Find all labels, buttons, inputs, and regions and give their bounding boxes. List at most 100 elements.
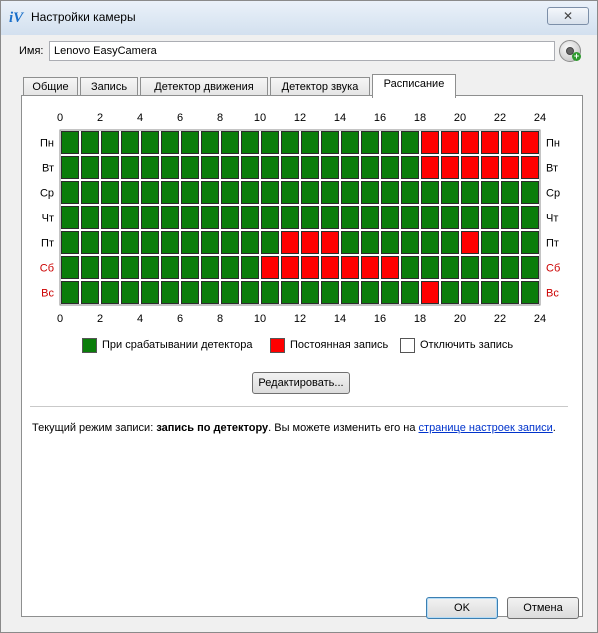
schedule-cell[interactable] — [181, 131, 199, 154]
schedule-cell[interactable] — [161, 156, 179, 179]
schedule-cell[interactable] — [281, 231, 299, 254]
schedule-cell[interactable] — [441, 181, 459, 204]
schedule-cell[interactable] — [361, 231, 379, 254]
schedule-cell[interactable] — [181, 206, 199, 229]
schedule-cell[interactable] — [281, 181, 299, 204]
schedule-cell[interactable] — [261, 181, 279, 204]
schedule-cell[interactable] — [101, 206, 119, 229]
schedule-cell[interactable] — [421, 281, 439, 304]
schedule-cell[interactable] — [401, 206, 419, 229]
schedule-cell[interactable] — [221, 131, 239, 154]
schedule-cell[interactable] — [381, 231, 399, 254]
schedule-grid[interactable]: 0022446688101012121414161618182020222224… — [22, 96, 582, 332]
schedule-cell[interactable] — [81, 181, 99, 204]
schedule-cell[interactable] — [81, 231, 99, 254]
schedule-cell[interactable] — [401, 131, 419, 154]
schedule-cell[interactable] — [521, 281, 539, 304]
schedule-cell[interactable] — [441, 206, 459, 229]
ok-button[interactable]: OK — [426, 597, 498, 619]
schedule-cell[interactable] — [241, 281, 259, 304]
schedule-cell[interactable] — [241, 181, 259, 204]
schedule-cell[interactable] — [341, 281, 359, 304]
schedule-cell[interactable] — [501, 206, 519, 229]
schedule-cell[interactable] — [361, 156, 379, 179]
schedule-cell[interactable] — [421, 256, 439, 279]
schedule-cell[interactable] — [381, 281, 399, 304]
schedule-cell[interactable] — [281, 131, 299, 154]
schedule-cell[interactable] — [121, 231, 139, 254]
schedule-cell[interactable] — [301, 131, 319, 154]
schedule-cell[interactable] — [341, 156, 359, 179]
schedule-cell[interactable] — [381, 256, 399, 279]
schedule-cell[interactable] — [341, 256, 359, 279]
schedule-cell[interactable] — [341, 231, 359, 254]
schedule-cell[interactable] — [281, 256, 299, 279]
schedule-cell[interactable] — [461, 156, 479, 179]
schedule-cell[interactable] — [421, 206, 439, 229]
schedule-cell[interactable] — [141, 156, 159, 179]
schedule-cell[interactable] — [101, 256, 119, 279]
schedule-cell[interactable] — [201, 256, 219, 279]
schedule-cell[interactable] — [481, 156, 499, 179]
schedule-cell[interactable] — [261, 131, 279, 154]
schedule-cell[interactable] — [441, 156, 459, 179]
schedule-cell[interactable] — [101, 156, 119, 179]
schedule-cell[interactable] — [501, 231, 519, 254]
schedule-cell[interactable] — [181, 156, 199, 179]
schedule-cell[interactable] — [121, 281, 139, 304]
schedule-cell[interactable] — [361, 256, 379, 279]
schedule-cell[interactable] — [401, 231, 419, 254]
schedule-cell[interactable] — [301, 206, 319, 229]
schedule-cell[interactable] — [201, 156, 219, 179]
schedule-cell[interactable] — [281, 206, 299, 229]
schedule-cell[interactable] — [301, 256, 319, 279]
schedule-cell[interactable] — [321, 131, 339, 154]
schedule-cell[interactable] — [481, 281, 499, 304]
schedule-cell[interactable] — [501, 181, 519, 204]
tab-recording[interactable]: Запись — [80, 77, 138, 97]
schedule-cell[interactable] — [381, 206, 399, 229]
schedule-cell[interactable] — [521, 181, 539, 204]
schedule-cell[interactable] — [461, 131, 479, 154]
schedule-cell[interactable] — [481, 256, 499, 279]
schedule-cell[interactable] — [201, 131, 219, 154]
schedule-cell[interactable] — [361, 206, 379, 229]
tab-general[interactable]: Общие — [23, 77, 78, 97]
schedule-cell[interactable] — [221, 256, 239, 279]
schedule-cell[interactable] — [461, 181, 479, 204]
schedule-cell[interactable] — [521, 156, 539, 179]
schedule-cell[interactable] — [61, 131, 79, 154]
schedule-cell[interactable] — [141, 206, 159, 229]
schedule-cell[interactable] — [361, 281, 379, 304]
schedule-cell[interactable] — [521, 231, 539, 254]
schedule-cell[interactable] — [181, 231, 199, 254]
schedule-cell[interactable] — [301, 281, 319, 304]
schedule-cell[interactable] — [401, 181, 419, 204]
schedule-cell[interactable] — [321, 231, 339, 254]
tab-schedule[interactable]: Расписание — [372, 74, 456, 98]
schedule-cell[interactable] — [221, 181, 239, 204]
schedule-cell[interactable] — [81, 281, 99, 304]
schedule-cell[interactable] — [141, 181, 159, 204]
schedule-cell[interactable] — [341, 181, 359, 204]
schedule-cell[interactable] — [461, 256, 479, 279]
schedule-cell[interactable] — [501, 131, 519, 154]
schedule-cell[interactable] — [301, 181, 319, 204]
schedule-cell[interactable] — [121, 156, 139, 179]
schedule-cell[interactable] — [181, 281, 199, 304]
schedule-cell[interactable] — [361, 181, 379, 204]
schedule-cell[interactable] — [261, 231, 279, 254]
schedule-cell[interactable] — [421, 181, 439, 204]
schedule-cell[interactable] — [61, 256, 79, 279]
schedule-cell[interactable] — [381, 156, 399, 179]
schedule-cell[interactable] — [81, 156, 99, 179]
schedule-cell[interactable] — [241, 256, 259, 279]
schedule-cell[interactable] — [161, 181, 179, 204]
schedule-cell[interactable] — [101, 231, 119, 254]
schedule-cell[interactable] — [321, 156, 339, 179]
schedule-cell[interactable] — [501, 281, 519, 304]
schedule-cell[interactable] — [261, 281, 279, 304]
schedule-cell[interactable] — [141, 231, 159, 254]
schedule-cell[interactable] — [161, 131, 179, 154]
schedule-cell[interactable] — [501, 156, 519, 179]
